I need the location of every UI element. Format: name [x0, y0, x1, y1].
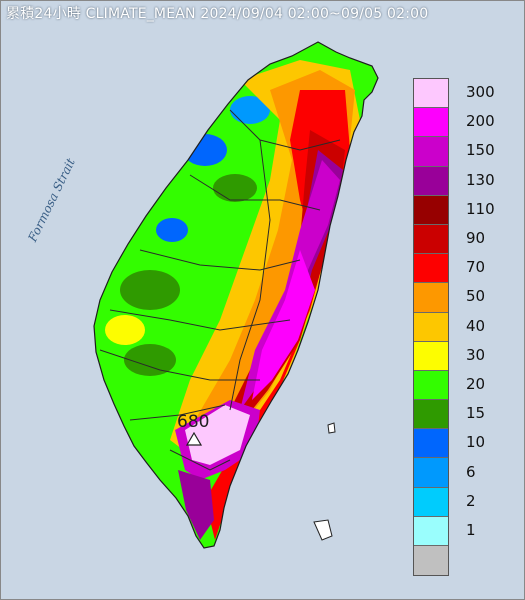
legend-swatch — [414, 546, 448, 576]
rain-patch-15 — [120, 270, 180, 310]
legend-swatch — [414, 370, 448, 401]
rain-band-130-south — [178, 470, 214, 540]
legend-label: 110 — [466, 199, 495, 218]
peak-value-label: 680 — [177, 412, 210, 432]
rain-patch-10 — [183, 134, 227, 166]
legend-label: 300 — [466, 83, 495, 101]
legend-label: 40 — [466, 316, 486, 335]
rain-patch-15 — [124, 344, 176, 376]
map-title: 累積24小時 CLIMATE_MEAN 2024/09/04 02:00~09/… — [6, 6, 429, 22]
rain-patch-6 — [230, 96, 270, 124]
rain-band-300 — [185, 405, 250, 465]
legend-swatch — [414, 400, 448, 430]
legend-swatch — [414, 487, 448, 517]
legend-swatch — [414, 516, 448, 546]
rain-patch-15 — [213, 174, 257, 202]
legend-label: 70 — [466, 258, 486, 277]
legend-swatch — [414, 341, 448, 371]
legend-label: 1 — [466, 521, 476, 539]
triangle-icon — [186, 432, 202, 446]
rain-patch-10 — [156, 218, 188, 242]
legend-swatch — [414, 224, 448, 255]
legend-label: 2 — [466, 491, 476, 510]
legend-label: 30 — [466, 345, 486, 364]
legend-label: 10 — [466, 433, 486, 452]
county-boundaries — [99, 109, 341, 471]
legend-label: 200 — [466, 112, 495, 131]
legend-swatch — [414, 458, 448, 488]
legend-label: 90 — [466, 229, 486, 247]
legend-swatch — [414, 79, 448, 109]
legend-swatch — [414, 108, 448, 138]
legend-swatch — [414, 312, 448, 342]
islet-green-island — [327, 422, 336, 434]
legend-label: 6 — [466, 462, 476, 481]
rainfall-layers — [99, 60, 360, 540]
legend-swatch — [414, 137, 448, 167]
legend-label: 130 — [466, 170, 495, 189]
rainfall-legend — [413, 78, 449, 577]
legend-swatch — [414, 254, 448, 284]
legend-swatch — [414, 195, 448, 225]
legend-label: 15 — [466, 404, 486, 423]
legend-swatch — [414, 166, 448, 196]
rain-patch-30 — [105, 315, 145, 345]
legend-swatch — [414, 283, 448, 313]
legend-label: 50 — [466, 287, 486, 306]
rain-band-200 — [252, 250, 315, 400]
legend-label: 20 — [466, 375, 486, 393]
islet-lanyu — [313, 519, 333, 541]
legend-swatch — [414, 429, 448, 459]
legend-label: 150 — [466, 141, 495, 160]
